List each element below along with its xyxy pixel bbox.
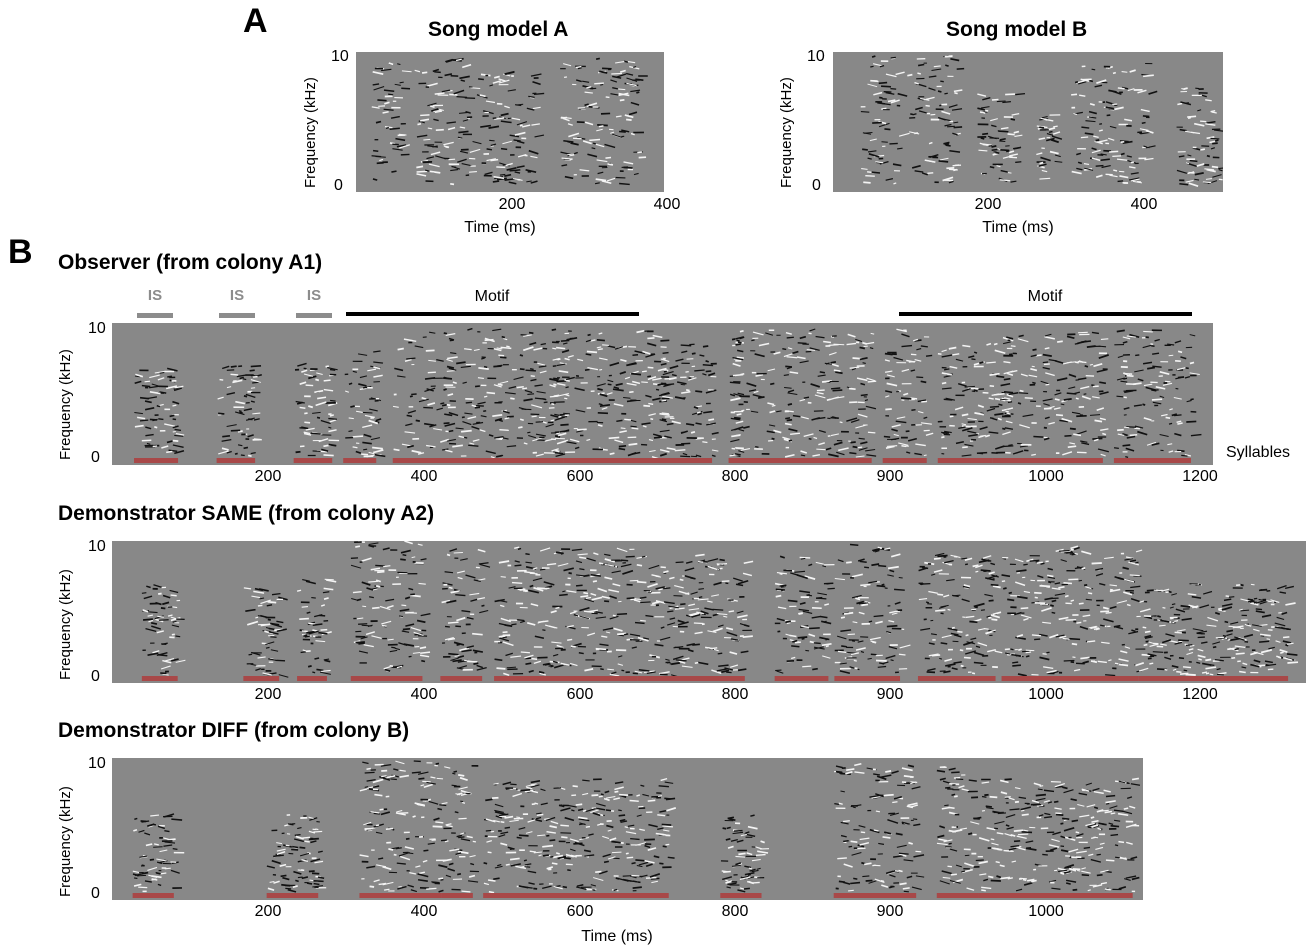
motif-label: Motif — [474, 288, 510, 305]
song-model-b-ytick-bottom: 0 — [812, 177, 821, 194]
observer-ylabel: Frequency (kHz) — [57, 349, 74, 460]
is-label: IS — [306, 287, 322, 304]
observer-xtick: 600 — [566, 468, 594, 485]
same-xtick: 800 — [721, 686, 749, 703]
observer-xtick: 900 — [876, 468, 904, 485]
same-title: Demonstrator SAME (from colony A2) — [58, 502, 435, 525]
song-model-b-spectrogram — [833, 52, 1223, 192]
song-model-b-title: Song model B — [946, 18, 1088, 41]
observer-ytick-bottom: 0 — [91, 449, 100, 466]
same-xtick: 600 — [566, 686, 594, 703]
observer-xtick: 800 — [721, 468, 749, 485]
observer-xtick: 400 — [410, 468, 438, 485]
same-ylabel: Frequency (kHz) — [57, 569, 74, 680]
motif-label: Motif — [1027, 288, 1063, 305]
song-model-a-xtick: 200 — [498, 196, 526, 213]
is-bar — [296, 313, 332, 318]
motif-bar — [346, 312, 639, 316]
diff-xtick: 1000 — [1028, 903, 1064, 920]
diff-xlabel: Time (ms) — [581, 928, 653, 945]
song-model-a-xlabel: Time (ms) — [464, 219, 536, 236]
diff-title: Demonstrator DIFF (from colony B) — [58, 719, 410, 742]
same-ytick-top: 10 — [88, 538, 106, 555]
observer-spectrogram — [112, 323, 1213, 465]
is-label: IS — [147, 287, 163, 304]
song-model-b-xlabel: Time (ms) — [982, 219, 1054, 236]
diff-ytick-bottom: 0 — [91, 885, 100, 902]
diff-xtick: 200 — [254, 903, 282, 920]
diff-xtick: 900 — [876, 903, 904, 920]
song-model-b-ytick-top: 10 — [807, 48, 825, 65]
diff-xtick: 800 — [721, 903, 749, 920]
observer-xtick: 1000 — [1028, 468, 1064, 485]
same-xtick: 1000 — [1028, 686, 1064, 703]
same-xtick: 400 — [410, 686, 438, 703]
observer-xtick: 200 — [254, 468, 282, 485]
song-model-a-spectrogram — [356, 52, 664, 192]
song-model-a-ylabel: Frequency (kHz) — [302, 77, 319, 188]
motif-bar — [899, 312, 1192, 316]
diff-ytick-top: 10 — [88, 755, 106, 772]
same-xtick: 200 — [254, 686, 282, 703]
song-model-a-ytick-bottom: 0 — [334, 177, 343, 194]
song-model-a-xtick: 400 — [653, 196, 681, 213]
observer-ytick-top: 10 — [88, 320, 106, 337]
same-xtick: 1200 — [1182, 686, 1218, 703]
same-spectrogram — [112, 541, 1306, 683]
song-model-b-xtick: 400 — [1130, 196, 1158, 213]
song-model-b-ylabel: Frequency (kHz) — [778, 77, 795, 188]
diff-xtick: 400 — [410, 903, 438, 920]
observer-title: Observer (from colony A1) — [58, 251, 323, 274]
syllables-label: Syllables — [1226, 444, 1291, 461]
panel-letter-a: A — [243, 2, 268, 40]
song-model-a-title: Song model A — [428, 18, 569, 41]
song-model-b-xtick: 200 — [974, 196, 1002, 213]
diff-spectrogram — [112, 758, 1143, 900]
same-xtick: 900 — [876, 686, 904, 703]
panel-letter-b: B — [8, 233, 33, 271]
is-label: IS — [229, 287, 245, 304]
is-bar — [137, 313, 173, 318]
song-model-a-ytick-top: 10 — [331, 48, 349, 65]
observer-xtick: 1200 — [1182, 468, 1218, 485]
same-ytick-bottom: 0 — [91, 668, 100, 685]
is-bar — [219, 313, 255, 318]
diff-ylabel: Frequency (kHz) — [57, 786, 74, 897]
diff-xtick: 600 — [566, 903, 594, 920]
